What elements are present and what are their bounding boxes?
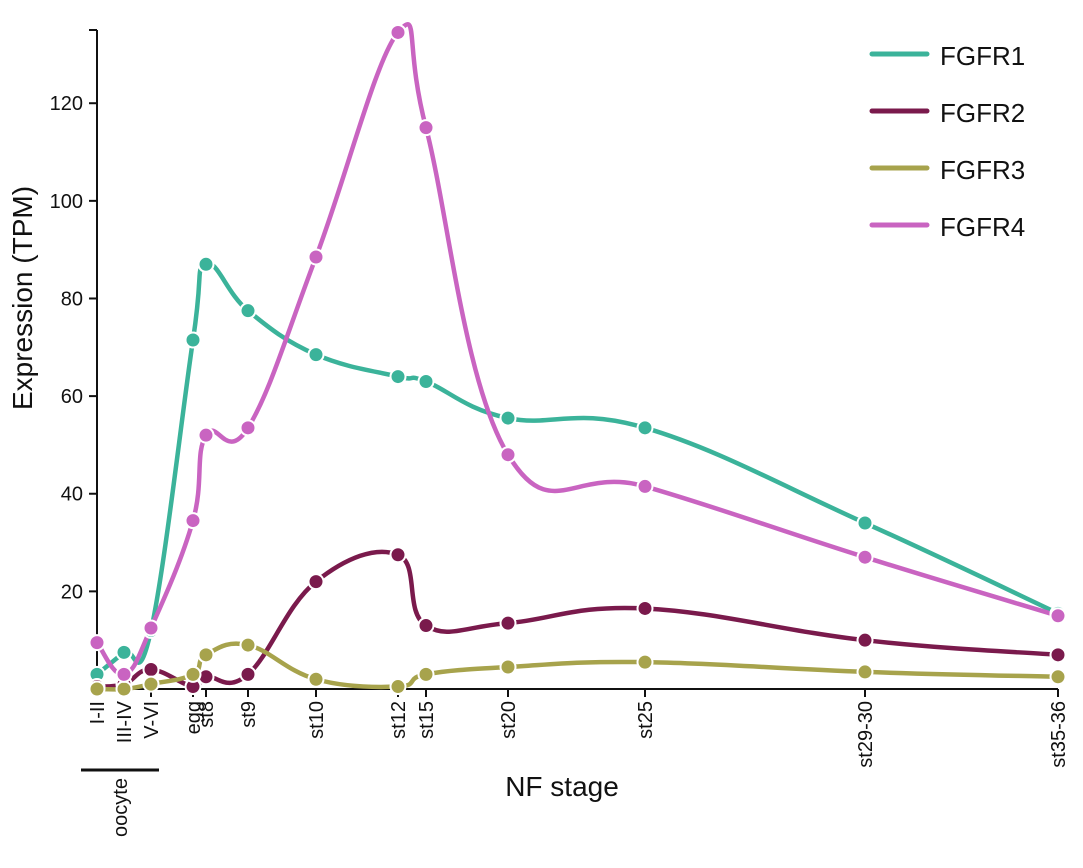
data-point-fgfr3-st35-36 bbox=[1049, 668, 1067, 686]
data-point-fgfr4-st20 bbox=[499, 446, 517, 464]
data-point-fgfr4-st15 bbox=[417, 119, 435, 137]
data-point-fgfr1-st9 bbox=[239, 302, 257, 320]
data-point-fgfr3-v-vi bbox=[142, 675, 160, 693]
data-point-fgfr3-st29-30 bbox=[856, 663, 874, 681]
x-tick-label-st35-36: st35-36 bbox=[1048, 701, 1070, 768]
data-point-fgfr3-egg bbox=[184, 665, 202, 683]
data-point-fgfr2-st9 bbox=[239, 665, 257, 683]
x-tick-label-egg: egg bbox=[183, 701, 205, 734]
data-point-fgfr2-st25 bbox=[636, 599, 654, 617]
data-points-layer bbox=[88, 23, 1067, 698]
data-point-fgfr3-st8 bbox=[197, 646, 215, 664]
legend-label-fgfr4: FGFR4 bbox=[940, 212, 1025, 242]
data-point-fgfr3-i-ii bbox=[88, 680, 106, 698]
x-tick-label-st8: st8 bbox=[196, 701, 218, 728]
data-point-fgfr4-st10 bbox=[307, 248, 325, 266]
data-point-fgfr1-st12 bbox=[389, 368, 407, 386]
y-tick-label-120: 120 bbox=[50, 93, 83, 115]
data-point-fgfr3-st20 bbox=[499, 658, 517, 676]
data-point-fgfr1-st25 bbox=[636, 419, 654, 437]
data-point-fgfr1-st20 bbox=[499, 409, 517, 427]
x-tick-label-st9: st9 bbox=[238, 701, 260, 728]
data-point-fgfr4-st29-30 bbox=[856, 548, 874, 566]
data-point-fgfr1-st15 bbox=[417, 372, 435, 390]
x-tick-label-st29-30: st29-30 bbox=[855, 701, 877, 768]
axes-layer bbox=[81, 29, 1059, 772]
series-lines-layer bbox=[94, 22, 1061, 692]
legend-label-fgfr1: FGFR1 bbox=[940, 41, 1025, 71]
data-point-fgfr2-v-vi bbox=[142, 660, 160, 678]
legend: FGFR1 FGFR2 FGFR3 FGFR4 bbox=[869, 41, 1025, 242]
y-tick-label-20: 20 bbox=[61, 581, 83, 603]
x-tick-label-i-ii: I-II bbox=[87, 701, 109, 724]
x-tick-label-st12: st12 bbox=[388, 701, 410, 739]
y-tick-label-40: 40 bbox=[61, 484, 83, 506]
x-axis-title: NF stage bbox=[505, 771, 619, 802]
data-point-fgfr2-st12 bbox=[389, 546, 407, 564]
data-point-fgfr1-st29-30 bbox=[856, 514, 874, 532]
data-point-fgfr2-st15 bbox=[417, 617, 435, 635]
data-point-fgfr4-st12 bbox=[389, 23, 407, 41]
data-point-fgfr2-st10 bbox=[307, 573, 325, 591]
data-point-fgfr1-st8 bbox=[197, 255, 215, 273]
series-line-fgfr1 bbox=[94, 261, 1061, 677]
data-point-fgfr4-egg bbox=[184, 512, 202, 530]
data-point-fgfr3-st25 bbox=[636, 653, 654, 671]
data-point-fgfr3-st12 bbox=[389, 678, 407, 696]
x-group-label-oocyte: oocyte bbox=[110, 778, 132, 837]
data-point-fgfr4-iii-iv bbox=[115, 665, 133, 683]
legend-label-fgfr2: FGFR2 bbox=[940, 98, 1025, 128]
x-tick-label-st25: st25 bbox=[635, 701, 657, 739]
series-line-fgfr4 bbox=[94, 22, 1061, 677]
data-point-fgfr3-st15 bbox=[417, 665, 435, 683]
x-tick-label-iii-iv: III-IV bbox=[114, 700, 136, 743]
data-point-fgfr4-st25 bbox=[636, 477, 654, 495]
data-point-fgfr4-st8 bbox=[197, 426, 215, 444]
x-tick-label-st15: st15 bbox=[416, 701, 438, 739]
data-point-fgfr4-st35-36 bbox=[1049, 607, 1067, 625]
y-axis-title: Expression (TPM) bbox=[7, 186, 38, 410]
data-point-fgfr4-v-vi bbox=[142, 619, 160, 637]
y-tick-label-100: 100 bbox=[50, 191, 83, 213]
data-point-fgfr2-st20 bbox=[499, 614, 517, 632]
x-tick-label-st20: st20 bbox=[498, 701, 520, 739]
data-point-fgfr1-iii-iv bbox=[115, 643, 133, 661]
data-point-fgfr3-st9 bbox=[239, 636, 257, 654]
data-point-fgfr1-st10 bbox=[307, 346, 325, 364]
data-point-fgfr1-egg bbox=[184, 331, 202, 349]
legend-label-fgfr3: FGFR3 bbox=[940, 155, 1025, 185]
data-point-fgfr2-st29-30 bbox=[856, 631, 874, 649]
data-point-fgfr3-st10 bbox=[307, 670, 325, 688]
data-point-fgfr4-st9 bbox=[239, 419, 257, 437]
data-point-fgfr3-iii-iv bbox=[115, 680, 133, 698]
y-tick-label-60: 60 bbox=[61, 386, 83, 408]
x-tick-label-st10: st10 bbox=[306, 701, 328, 739]
data-point-fgfr4-i-ii bbox=[88, 634, 106, 652]
x-tick-label-v-vi: V-VI bbox=[141, 701, 163, 739]
series-line-fgfr3 bbox=[94, 641, 1061, 692]
y-tick-label-80: 80 bbox=[61, 288, 83, 310]
data-point-fgfr2-st35-36 bbox=[1049, 646, 1067, 664]
